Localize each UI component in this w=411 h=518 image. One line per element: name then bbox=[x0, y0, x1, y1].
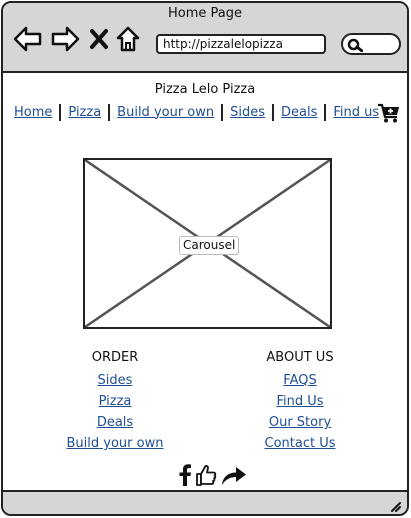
nav-divider bbox=[59, 103, 62, 121]
resize-grip-icon[interactable] bbox=[387, 497, 401, 512]
home-icon[interactable] bbox=[116, 25, 140, 53]
social-icons bbox=[178, 462, 247, 488]
footer-order-heading: ORDER bbox=[91, 350, 139, 365]
footer-link-our-story[interactable]: Our Story bbox=[268, 415, 332, 430]
nav-divider bbox=[324, 103, 327, 121]
footer-link-sides[interactable]: Sides bbox=[97, 373, 133, 388]
nav-link-pizza[interactable]: Pizza bbox=[68, 104, 102, 120]
site-title: Pizza Lelo Pizza bbox=[154, 82, 256, 97]
thumbs-up-like-icon[interactable] bbox=[195, 463, 217, 487]
browser-nav-buttons bbox=[13, 24, 140, 54]
footer-order-column: ORDER Sides Pizza Deals Build your own bbox=[45, 349, 185, 454]
nav-link-sides[interactable]: Sides bbox=[230, 104, 266, 120]
url-address-field[interactable] bbox=[156, 34, 326, 54]
back-arrow-icon[interactable] bbox=[13, 25, 43, 53]
nav-divider bbox=[108, 103, 111, 121]
carousel-label: Carousel bbox=[179, 236, 240, 255]
footer-link-faqs[interactable]: FAQS bbox=[283, 373, 317, 388]
shopping-cart-add-icon[interactable] bbox=[377, 102, 401, 124]
nav-divider bbox=[272, 103, 275, 121]
window-title: Home Page bbox=[168, 6, 242, 21]
facebook-icon[interactable] bbox=[178, 463, 192, 487]
site-nav: Home Pizza Build your own Sides Deals Fi… bbox=[11, 102, 382, 122]
footer-link-deals[interactable]: Deals bbox=[96, 415, 134, 430]
nav-divider bbox=[221, 103, 224, 121]
nav-link-deals[interactable]: Deals bbox=[281, 104, 318, 120]
footer-link-pizza[interactable]: Pizza bbox=[98, 394, 132, 409]
footer-link-find-us[interactable]: Find Us bbox=[276, 394, 324, 409]
footer-about-column: ABOUT US FAQS Find Us Our Story Contact … bbox=[230, 349, 370, 454]
image-carousel[interactable]: Carousel bbox=[83, 158, 332, 329]
browser-search-field[interactable] bbox=[341, 33, 401, 55]
footer-about-heading: ABOUT US bbox=[266, 350, 334, 365]
nav-link-build-your-own[interactable]: Build your own bbox=[117, 104, 215, 120]
nav-link-home[interactable]: Home bbox=[14, 104, 53, 120]
stop-x-icon[interactable] bbox=[89, 27, 109, 51]
footer-link-contact-us[interactable]: Contact Us bbox=[264, 436, 336, 451]
forward-arrow-icon[interactable] bbox=[50, 25, 80, 53]
share-arrow-icon[interactable] bbox=[221, 463, 247, 487]
nav-link-find-us[interactable]: Find us bbox=[333, 104, 380, 120]
browser-chrome: Home Page bbox=[3, 3, 407, 73]
status-bar bbox=[3, 490, 407, 514]
footer-link-build-your-own[interactable]: Build your own bbox=[66, 436, 164, 451]
search-icon bbox=[347, 37, 364, 53]
